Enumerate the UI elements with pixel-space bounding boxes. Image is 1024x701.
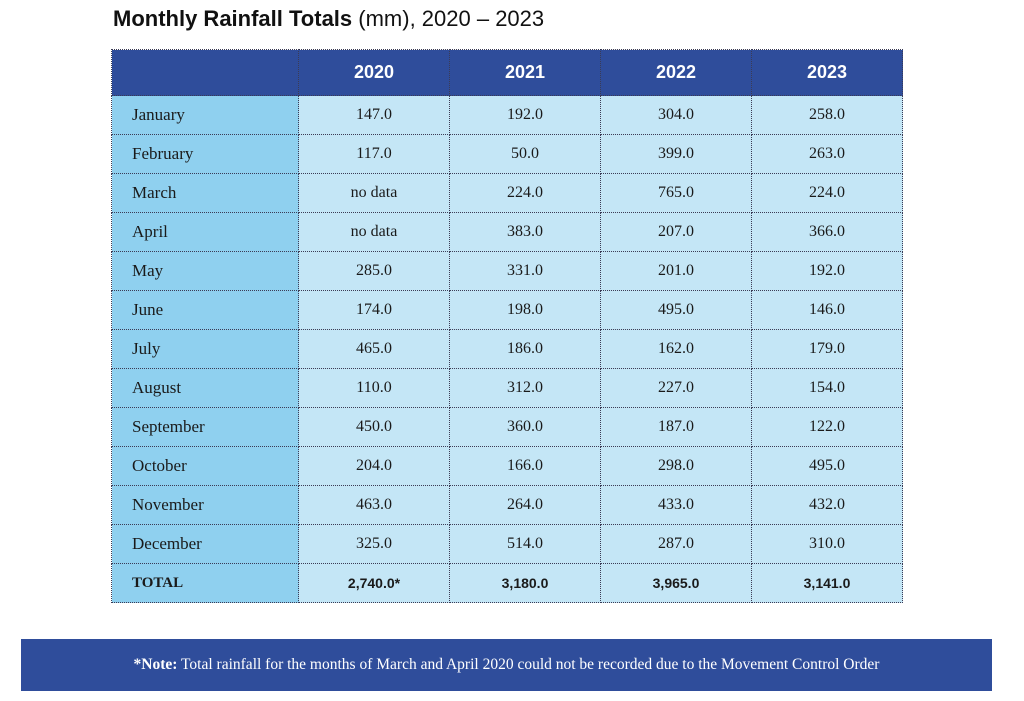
rainfall-value-cell: 224.0 xyxy=(449,173,601,213)
month-cell: April xyxy=(111,212,299,252)
rainfall-value-cell: 227.0 xyxy=(600,368,752,408)
table-row: October 204.0 166.0 298.0 495.0 xyxy=(111,446,903,486)
rainfall-value-cell: 186.0 xyxy=(449,329,601,369)
rainfall-value-cell: 366.0 xyxy=(751,212,903,252)
month-cell: March xyxy=(111,173,299,213)
rainfall-value-cell: 187.0 xyxy=(600,407,752,447)
rainfall-value-cell: no data xyxy=(298,173,450,213)
note-label: *Note: xyxy=(133,656,178,673)
rainfall-value-cell: 117.0 xyxy=(298,134,450,174)
rainfall-value-cell: 383.0 xyxy=(449,212,601,252)
rainfall-value-cell: 110.0 xyxy=(298,368,450,408)
table-header-row: 2020 2021 2022 2023 xyxy=(111,49,903,96)
rainfall-value-cell: 765.0 xyxy=(600,173,752,213)
rainfall-value-cell: 450.0 xyxy=(298,407,450,447)
rainfall-value-cell: 258.0 xyxy=(751,95,903,135)
rainfall-value-cell: 433.0 xyxy=(600,485,752,525)
rainfall-value-cell: 399.0 xyxy=(600,134,752,174)
total-value-cell: 3,141.0 xyxy=(751,563,903,603)
rainfall-value-cell: 465.0 xyxy=(298,329,450,369)
rainfall-value-cell: no data xyxy=(298,212,450,252)
rainfall-value-cell: 192.0 xyxy=(449,95,601,135)
rainfall-value-cell: 264.0 xyxy=(449,485,601,525)
total-row: TOTAL 2,740.0* 3,180.0 3,965.0 3,141.0 xyxy=(111,563,903,603)
rainfall-value-cell: 204.0 xyxy=(298,446,450,486)
table-row: March no data 224.0 765.0 224.0 xyxy=(111,173,903,213)
rainfall-value-cell: 310.0 xyxy=(751,524,903,564)
column-header: 2020 xyxy=(298,49,450,96)
rainfall-value-cell: 331.0 xyxy=(449,251,601,291)
rainfall-value-cell: 147.0 xyxy=(298,95,450,135)
column-header: 2021 xyxy=(449,49,601,96)
table-row: January 147.0 192.0 304.0 258.0 xyxy=(111,95,903,135)
table-row: May 285.0 331.0 201.0 192.0 xyxy=(111,251,903,291)
table-row: September 450.0 360.0 187.0 122.0 xyxy=(111,407,903,447)
rainfall-value-cell: 207.0 xyxy=(600,212,752,252)
rainfall-value-cell: 154.0 xyxy=(751,368,903,408)
rainfall-value-cell: 463.0 xyxy=(298,485,450,525)
rainfall-value-cell: 146.0 xyxy=(751,290,903,330)
total-value-cell: 2,740.0* xyxy=(298,563,450,603)
month-cell: August xyxy=(111,368,299,408)
footnote-banner: *Note: Total rainfall for the months of … xyxy=(21,639,992,691)
rainfall-value-cell: 166.0 xyxy=(449,446,601,486)
month-cell: December xyxy=(111,524,299,564)
table-row: November 463.0 264.0 433.0 432.0 xyxy=(111,485,903,525)
table-row: April no data 383.0 207.0 366.0 xyxy=(111,212,903,252)
month-cell: October xyxy=(111,446,299,486)
rainfall-value-cell: 162.0 xyxy=(600,329,752,369)
table-row: December 325.0 514.0 287.0 310.0 xyxy=(111,524,903,564)
rainfall-value-cell: 50.0 xyxy=(449,134,601,174)
total-value-cell: 3,180.0 xyxy=(449,563,601,603)
rainfall-value-cell: 432.0 xyxy=(751,485,903,525)
rainfall-value-cell: 298.0 xyxy=(600,446,752,486)
rainfall-value-cell: 198.0 xyxy=(449,290,601,330)
rainfall-value-cell: 192.0 xyxy=(751,251,903,291)
total-label-cell: TOTAL xyxy=(111,563,299,603)
table-row: February 117.0 50.0 399.0 263.0 xyxy=(111,134,903,174)
month-cell: September xyxy=(111,407,299,447)
month-cell: February xyxy=(111,134,299,174)
month-cell: July xyxy=(111,329,299,369)
rainfall-value-cell: 312.0 xyxy=(449,368,601,408)
rainfall-value-cell: 360.0 xyxy=(449,407,601,447)
month-cell: November xyxy=(111,485,299,525)
column-header: 2022 xyxy=(600,49,752,96)
month-cell: January xyxy=(111,95,299,135)
month-cell: May xyxy=(111,251,299,291)
total-value-cell: 3,965.0 xyxy=(600,563,752,603)
title-main: Monthly Rainfall Totals xyxy=(113,6,353,31)
table-row: June 174.0 198.0 495.0 146.0 xyxy=(111,290,903,330)
rainfall-value-cell: 304.0 xyxy=(600,95,752,135)
note-text: Total rainfall for the months of March a… xyxy=(177,656,880,673)
rainfall-value-cell: 179.0 xyxy=(751,329,903,369)
rainfall-value-cell: 174.0 xyxy=(298,290,450,330)
page-title: Monthly Rainfall Totals (mm), 2020 – 202… xyxy=(113,6,544,32)
rainfall-value-cell: 287.0 xyxy=(600,524,752,564)
rainfall-table: 2020 2021 2022 2023 January 147.0 192.0 304… xyxy=(111,49,903,603)
rainfall-value-cell: 224.0 xyxy=(751,173,903,213)
rainfall-value-cell: 122.0 xyxy=(751,407,903,447)
rainfall-value-cell: 285.0 xyxy=(298,251,450,291)
rainfall-value-cell: 201.0 xyxy=(600,251,752,291)
header-corner-cell xyxy=(111,49,299,96)
rainfall-value-cell: 495.0 xyxy=(600,290,752,330)
rainfall-value-cell: 325.0 xyxy=(298,524,450,564)
rainfall-value-cell: 514.0 xyxy=(449,524,601,564)
table-row: July 465.0 186.0 162.0 179.0 xyxy=(111,329,903,369)
table-row: August 110.0 312.0 227.0 154.0 xyxy=(111,368,903,408)
title-suffix: (mm), 2020 – 2023 xyxy=(352,6,545,31)
column-header: 2023 xyxy=(751,49,903,96)
rainfall-value-cell: 263.0 xyxy=(751,134,903,174)
month-cell: June xyxy=(111,290,299,330)
rainfall-value-cell: 495.0 xyxy=(751,446,903,486)
